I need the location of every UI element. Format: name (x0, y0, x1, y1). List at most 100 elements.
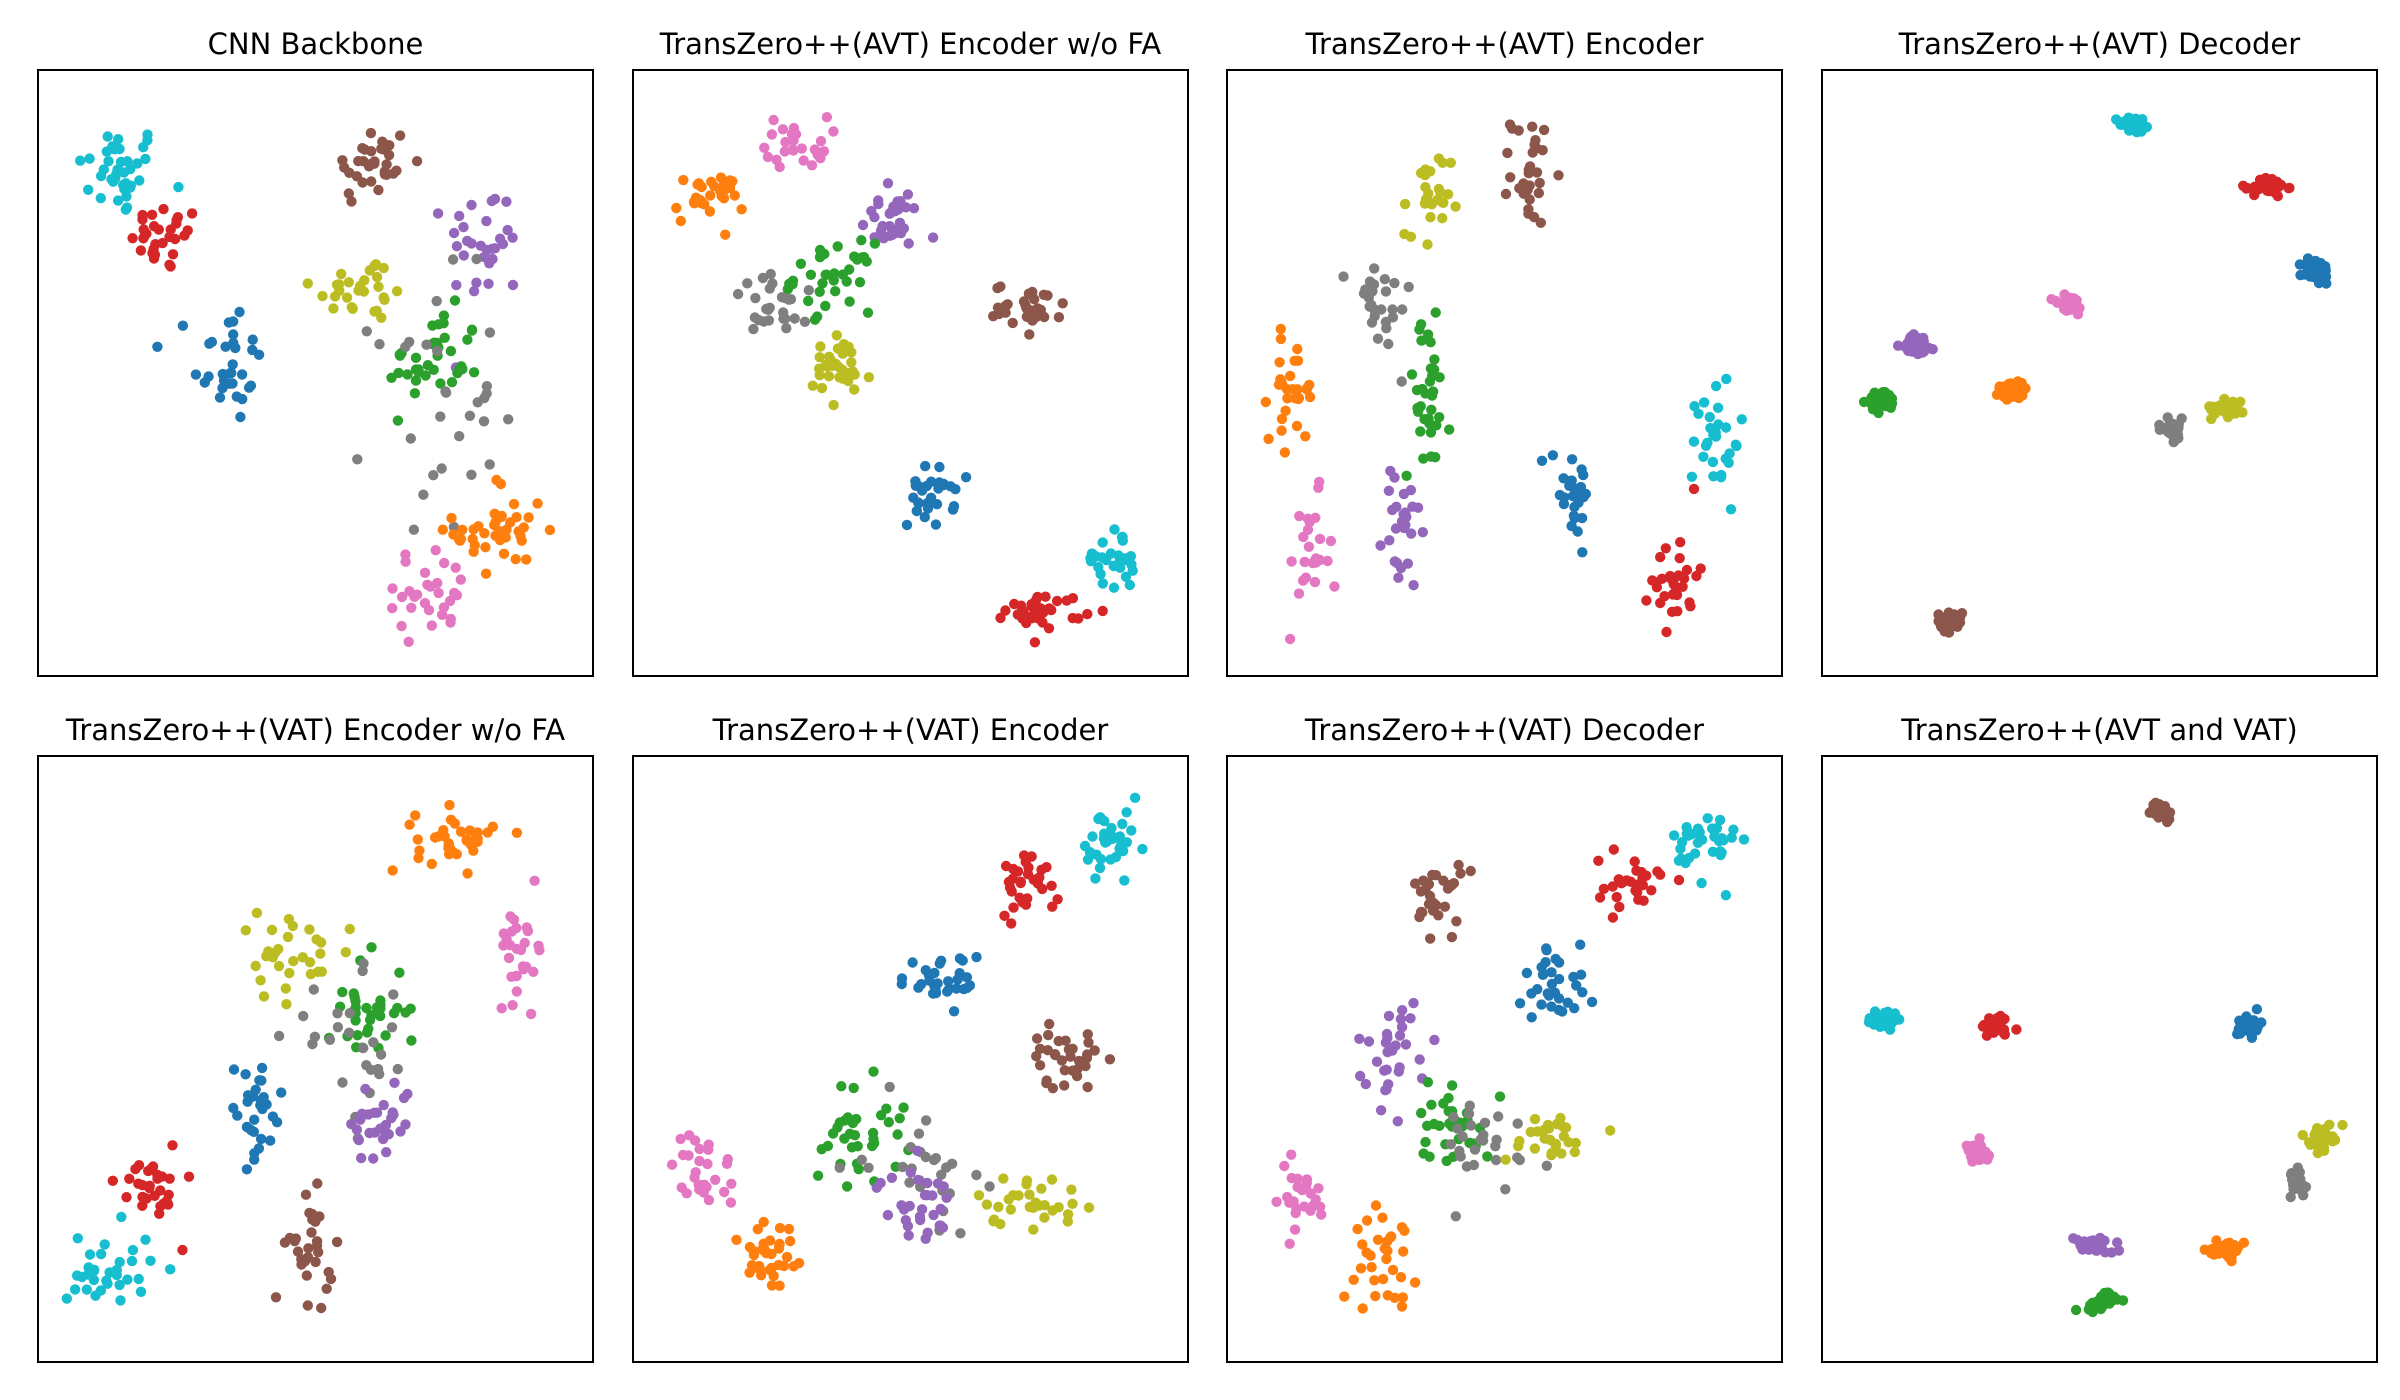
scatter-point (340, 947, 351, 958)
scatter-point (255, 975, 266, 986)
scatter-point (1389, 277, 1400, 289)
scatter-point (412, 834, 423, 845)
scatter-point (134, 175, 145, 186)
scatter-point (1395, 1013, 1407, 1025)
scatter-point (522, 925, 534, 937)
scatter-point (768, 114, 779, 126)
scatter-point (854, 277, 866, 288)
scatter-point (793, 1257, 805, 1269)
cluster-c9 (1686, 373, 1748, 515)
scatter-point (426, 858, 437, 870)
cluster-c4 (2068, 1232, 2125, 1258)
scatter-point (1041, 1077, 1052, 1089)
scatter-point (112, 195, 124, 206)
scatter-point (1396, 376, 1407, 387)
scatter-point (1448, 1112, 1459, 1123)
scatter-point (280, 983, 291, 994)
scatter-point (1576, 512, 1588, 524)
scatter-point (458, 221, 469, 233)
scatter-point (1526, 988, 1537, 999)
scatter-point (849, 384, 860, 395)
scatter-point (217, 368, 228, 380)
scatter-point (496, 1003, 507, 1014)
scatter-point (266, 924, 278, 936)
scatter-point (1395, 1272, 1407, 1283)
scatter-point (480, 568, 492, 579)
scatter-point (897, 1161, 908, 1173)
scatter-point (702, 1158, 713, 1170)
scatter-point (379, 294, 390, 305)
scatter-point (884, 208, 895, 219)
scatter-point (1710, 380, 1722, 392)
scatter-point (1313, 1183, 1324, 1194)
scatter-point (1647, 575, 1658, 586)
scatter-point (482, 827, 493, 838)
scatter-point (270, 1292, 282, 1303)
scatter-point (920, 1233, 931, 1245)
scatter-point (387, 865, 398, 876)
scatter-point (1529, 1113, 1541, 1125)
scatter-point (273, 960, 285, 972)
scatter-point (1339, 1291, 1350, 1302)
scatter-point (732, 288, 744, 300)
scatter-point (993, 1201, 1004, 1213)
scatter-point (234, 306, 245, 318)
scatter-point (248, 1126, 259, 1138)
scatter-point (960, 472, 972, 483)
cluster-c3 (1641, 483, 1706, 638)
scatter-point (1874, 1021, 1886, 1032)
scatter-point (375, 995, 386, 1006)
scatter-point (1015, 876, 1026, 887)
scatter-point (495, 478, 507, 490)
scatter-point (1528, 211, 1540, 223)
scatter-point (1389, 556, 1401, 567)
scatter-point (1097, 578, 1109, 589)
scatter-point (369, 1107, 380, 1119)
scatter-point (1698, 451, 1709, 462)
cluster-c4 (432, 193, 519, 373)
scatter-point (809, 314, 821, 325)
scatter-point (1276, 425, 1287, 436)
scatter-point (409, 388, 421, 399)
scatter-point (1465, 1120, 1477, 1131)
scatter-point (361, 1002, 372, 1014)
scatter-point (321, 1283, 332, 1295)
cluster-c6 (1271, 1149, 1327, 1250)
scatter-point (165, 1264, 176, 1275)
scatter-point (1395, 562, 1407, 574)
scatter-point (1053, 312, 1065, 323)
panel-title: TransZero++(VAT) Encoder (712, 713, 1109, 747)
scatter-point (698, 1187, 709, 1198)
scatter-point (513, 526, 524, 537)
scatter-point (1453, 859, 1464, 871)
scatter-point (755, 1270, 767, 1281)
scatter-point (1041, 862, 1052, 873)
scatter-point (228, 337, 239, 349)
scatter-point (814, 244, 826, 256)
scatter-point (1923, 342, 1935, 354)
scatter-point (1358, 288, 1370, 299)
scatter-point (1684, 597, 1695, 608)
scatter-point (253, 1143, 265, 1154)
scatter-point (1282, 393, 1293, 404)
scatter-point (1126, 825, 1137, 836)
scatter-point (1410, 878, 1421, 889)
scatter-point (1301, 382, 1313, 394)
scatter-point (111, 168, 122, 180)
scatter-point (444, 799, 455, 811)
scatter-panel-3: TransZero++(AVT) Encoder (1226, 27, 1783, 677)
scatter-point (726, 1178, 737, 1190)
scatter-point (396, 620, 407, 632)
scatter-point (1500, 1154, 1511, 1165)
scatter-point (873, 195, 884, 206)
scatter-point (1354, 1033, 1365, 1045)
scatter-point (374, 339, 385, 350)
panel-title: TransZero++(VAT) Decoder (1304, 713, 1704, 747)
scatter-point (302, 1300, 313, 1311)
scatter-point (1569, 512, 1580, 524)
scatter-point (1420, 1136, 1431, 1148)
scatter-point (520, 961, 532, 972)
scatter-point (2318, 1142, 2330, 1153)
scatter-point (448, 227, 460, 239)
scatter-point (83, 1262, 94, 1273)
